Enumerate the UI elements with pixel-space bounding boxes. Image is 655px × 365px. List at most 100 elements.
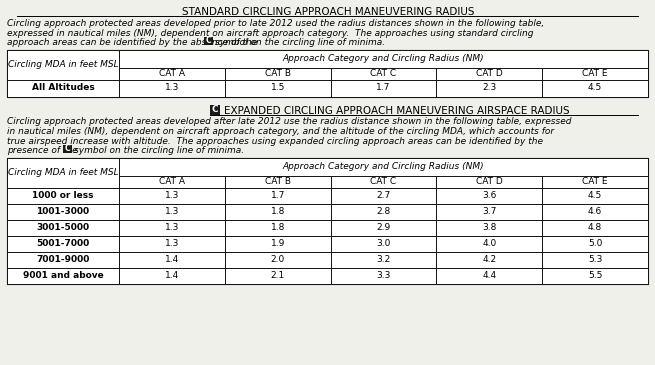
Text: 1.8: 1.8 bbox=[271, 207, 285, 216]
Bar bbox=[7, 50, 119, 80]
Text: 3001-5000: 3001-5000 bbox=[37, 223, 90, 232]
Text: Approach Category and Circling Radius (NM): Approach Category and Circling Radius (N… bbox=[283, 162, 484, 171]
Bar bbox=[331, 268, 436, 284]
Bar bbox=[119, 188, 225, 204]
Text: CAT C: CAT C bbox=[371, 69, 396, 78]
Text: C: C bbox=[206, 36, 212, 45]
Bar bbox=[119, 158, 648, 176]
Text: 5001-7000: 5001-7000 bbox=[37, 239, 90, 248]
Bar bbox=[225, 268, 331, 284]
Text: CAT A: CAT A bbox=[159, 69, 185, 78]
Bar bbox=[542, 176, 648, 188]
Text: 1001-3000: 1001-3000 bbox=[37, 207, 90, 216]
Bar bbox=[542, 268, 648, 284]
Text: 4.4: 4.4 bbox=[482, 271, 496, 280]
Text: Circling approach protected areas developed after late 2012 use the radius dista: Circling approach protected areas develo… bbox=[7, 118, 572, 127]
Bar bbox=[331, 235, 436, 251]
Bar bbox=[331, 204, 436, 219]
Bar bbox=[204, 37, 213, 45]
Bar bbox=[7, 204, 119, 219]
Text: 3.0: 3.0 bbox=[377, 239, 390, 248]
Text: 2.8: 2.8 bbox=[377, 207, 390, 216]
Bar bbox=[436, 219, 542, 235]
Text: C: C bbox=[65, 145, 70, 153]
Text: 4.5: 4.5 bbox=[588, 84, 602, 92]
Bar bbox=[119, 251, 225, 268]
Text: 1.3: 1.3 bbox=[164, 223, 179, 232]
Bar bbox=[331, 68, 436, 80]
Bar bbox=[119, 80, 225, 96]
Text: CAT E: CAT E bbox=[582, 177, 608, 186]
Text: expressed in nautical miles (NM), dependent on aircraft approach category.  The : expressed in nautical miles (NM), depend… bbox=[7, 28, 534, 38]
Text: 1.4: 1.4 bbox=[165, 271, 179, 280]
Text: 5.5: 5.5 bbox=[588, 271, 603, 280]
Text: CAT D: CAT D bbox=[476, 177, 502, 186]
Text: 4.8: 4.8 bbox=[588, 223, 602, 232]
Text: STANDARD CIRCLING APPROACH MANEUVERING RADIUS: STANDARD CIRCLING APPROACH MANEUVERING R… bbox=[181, 7, 474, 17]
Text: CAT B: CAT B bbox=[265, 177, 291, 186]
Text: 1.7: 1.7 bbox=[377, 84, 390, 92]
Text: 3.3: 3.3 bbox=[377, 271, 390, 280]
Text: 3.6: 3.6 bbox=[482, 191, 496, 200]
Bar bbox=[119, 219, 225, 235]
Text: EXPANDED CIRCLING APPROACH MANEUVERING AIRSPACE RADIUS: EXPANDED CIRCLING APPROACH MANEUVERING A… bbox=[224, 105, 570, 115]
Bar bbox=[7, 158, 648, 284]
Bar bbox=[225, 80, 331, 96]
Bar bbox=[225, 235, 331, 251]
Text: 1.3: 1.3 bbox=[164, 191, 179, 200]
Bar bbox=[436, 68, 542, 80]
Bar bbox=[542, 251, 648, 268]
Text: Approach Category and Circling Radius (NM): Approach Category and Circling Radius (N… bbox=[283, 54, 484, 63]
Text: 4.6: 4.6 bbox=[588, 207, 602, 216]
Text: in nautical miles (NM), dependent on aircraft approach category, and the altitud: in nautical miles (NM), dependent on air… bbox=[7, 127, 554, 136]
Bar bbox=[542, 68, 648, 80]
Bar bbox=[331, 251, 436, 268]
Bar bbox=[7, 268, 119, 284]
Bar bbox=[331, 219, 436, 235]
Text: CAT B: CAT B bbox=[265, 69, 291, 78]
Text: 1.9: 1.9 bbox=[271, 239, 285, 248]
Text: 7001-9000: 7001-9000 bbox=[36, 255, 90, 264]
Text: 1.4: 1.4 bbox=[165, 255, 179, 264]
Bar bbox=[119, 204, 225, 219]
Bar bbox=[7, 188, 119, 204]
Bar bbox=[542, 204, 648, 219]
Bar bbox=[119, 50, 648, 68]
Text: 2.1: 2.1 bbox=[271, 271, 285, 280]
Bar bbox=[436, 251, 542, 268]
Text: 1000 or less: 1000 or less bbox=[32, 191, 94, 200]
Text: 3.7: 3.7 bbox=[482, 207, 496, 216]
Bar bbox=[7, 50, 648, 96]
Bar bbox=[225, 68, 331, 80]
Text: symbol on the circling line of minima.: symbol on the circling line of minima. bbox=[74, 146, 244, 155]
Text: 2.3: 2.3 bbox=[482, 84, 496, 92]
Text: 4.0: 4.0 bbox=[482, 239, 496, 248]
Text: 5.0: 5.0 bbox=[588, 239, 603, 248]
Bar bbox=[542, 235, 648, 251]
Text: 9001 and above: 9001 and above bbox=[23, 271, 103, 280]
Bar bbox=[225, 176, 331, 188]
Text: Circling MDA in feet MSL: Circling MDA in feet MSL bbox=[8, 168, 119, 177]
Text: All Altitudes: All Altitudes bbox=[31, 84, 94, 92]
Bar bbox=[7, 251, 119, 268]
Text: approach areas can be identified by the absence of the: approach areas can be identified by the … bbox=[7, 38, 257, 47]
Text: 1.3: 1.3 bbox=[164, 239, 179, 248]
Bar bbox=[225, 219, 331, 235]
Bar bbox=[119, 268, 225, 284]
Text: true airspeed increase with altitude.  The approaches using expanded circling ap: true airspeed increase with altitude. Th… bbox=[7, 137, 543, 146]
Bar bbox=[119, 68, 225, 80]
Bar bbox=[225, 204, 331, 219]
Bar bbox=[7, 158, 119, 188]
Bar bbox=[542, 80, 648, 96]
Bar bbox=[7, 219, 119, 235]
Bar bbox=[436, 204, 542, 219]
Text: 1.5: 1.5 bbox=[271, 84, 285, 92]
Bar bbox=[436, 80, 542, 96]
Bar bbox=[119, 176, 225, 188]
Bar bbox=[436, 176, 542, 188]
Text: C: C bbox=[212, 105, 219, 114]
Text: CAT A: CAT A bbox=[159, 177, 185, 186]
Bar bbox=[436, 235, 542, 251]
Bar bbox=[225, 251, 331, 268]
Text: 2.9: 2.9 bbox=[377, 223, 390, 232]
